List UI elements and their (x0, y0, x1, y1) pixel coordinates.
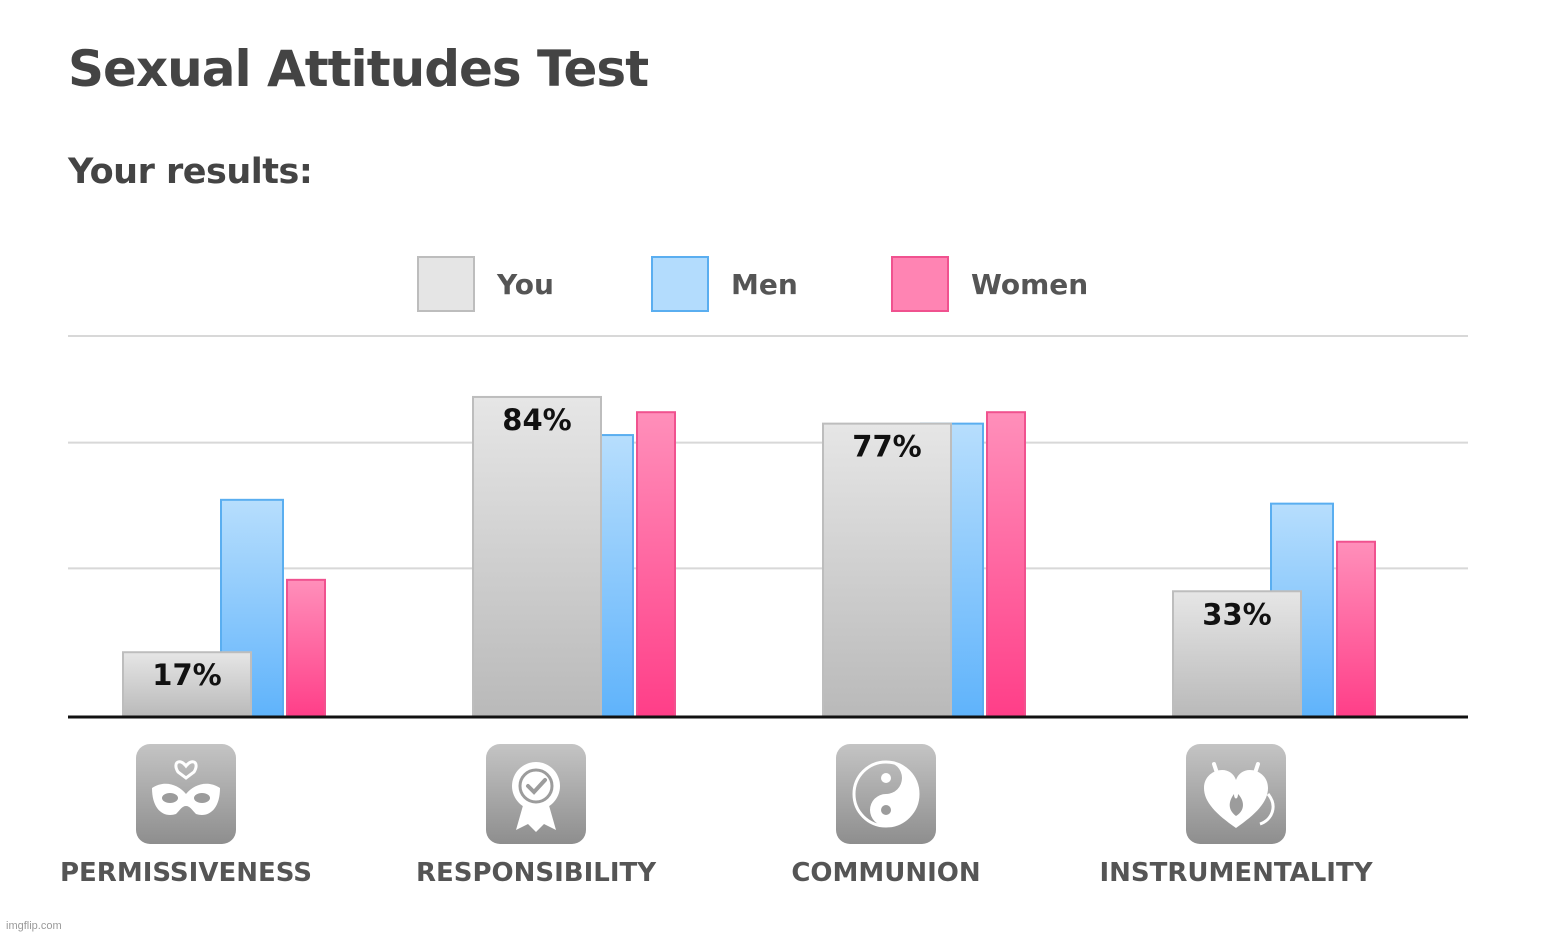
gridlines (68, 335, 1468, 570)
yin-yang-icon (836, 744, 936, 844)
bar-women-responsibility (636, 411, 676, 718)
data-label-you-instrumentality: 33% (1202, 597, 1271, 631)
legend-swatch-you (417, 256, 475, 312)
data-label-you-responsibility: 84% (502, 403, 571, 437)
results-heading: Your results: (68, 152, 313, 192)
data-label-you-permissiveness: 17% (152, 658, 221, 692)
bars (122, 395, 1376, 719)
legend-swatch-men (651, 256, 709, 312)
award-ribbon-icon (486, 744, 586, 844)
legend-label-you: You (497, 268, 554, 301)
bar-women-permissiveness (286, 578, 326, 719)
bar-you-instrumentality (1172, 590, 1302, 719)
bar-women-instrumentality (1336, 540, 1376, 718)
heart-flame-icon (1186, 744, 1286, 844)
category-label-permissiveness: PERMISSIVENESS (59, 858, 313, 888)
data-labels: 17% 84% 77% 33% (152, 403, 1271, 692)
legend-label-men: Men (731, 268, 798, 301)
page-title: Sexual Attitudes Test (68, 40, 649, 98)
bar-you-communion (822, 422, 952, 718)
legend-label-women: Women (971, 268, 1089, 301)
watermark: imgflip.com (6, 920, 62, 932)
mask-icon (136, 744, 236, 844)
data-label-you-communion: 77% (852, 430, 921, 464)
legend-swatch-women (891, 256, 949, 312)
category-label-instrumentality: INSTRUMENTALITY (1099, 858, 1373, 888)
bar-women-communion (986, 411, 1026, 718)
bar-you-responsibility (472, 395, 602, 718)
bar-you-permissiveness (122, 651, 252, 718)
category-label-responsibility: RESPONSIBILITY (415, 858, 657, 888)
category-label-communion: COMMUNION (791, 858, 981, 888)
